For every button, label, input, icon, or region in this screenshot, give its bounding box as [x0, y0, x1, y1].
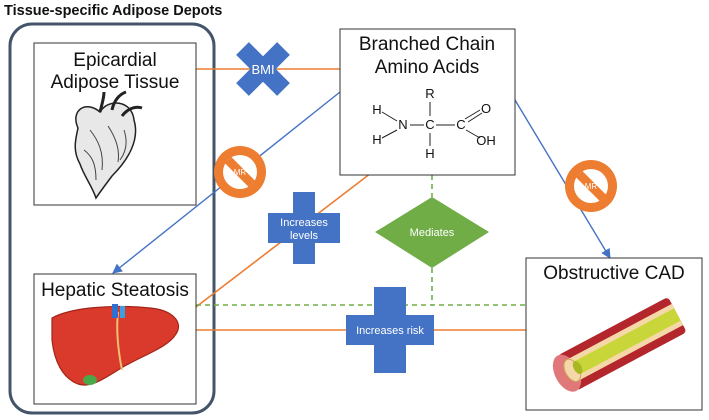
node-epicardial-label-line1: Epicardial [73, 50, 156, 71]
chem-h1: H [372, 102, 381, 117]
tissue-group-border [8, 22, 216, 415]
bmi-cross-badge: BMI [236, 42, 290, 96]
increases-levels-label-line1: Increases [280, 217, 328, 229]
mr-label-right: MR [585, 182, 598, 191]
increases-risk-plus-badge: Increases risk [346, 287, 434, 373]
chem-c2: C [456, 117, 465, 132]
chem-h3: H [425, 146, 434, 161]
node-hepatic-label: Hepatic Steatosis [41, 280, 189, 301]
mr-label-left: MR [234, 168, 247, 177]
node-epicardial: Epicardial Adipose Tissue [33, 42, 197, 206]
mediates-diamond-badge: Mediates [375, 197, 489, 268]
chem-oh: OH [476, 133, 496, 148]
node-bcaa-label-line2: Amino Acids [375, 57, 480, 78]
chem-r: R [425, 86, 434, 101]
node-cad: Obstructive CAD [525, 257, 703, 411]
node-hepatic: Hepatic Steatosis [33, 273, 197, 405]
chem-o: O [481, 101, 491, 116]
diagram-title: Tissue-specific Adipose Depots [4, 3, 222, 19]
increases-levels-plus-badge: Increases levels [268, 192, 340, 264]
increases-risk-label: Increases risk [356, 325, 424, 337]
node-cad-label: Obstructive CAD [543, 263, 684, 284]
node-bcaa-box [339, 28, 516, 176]
amino-acid-structure: R H N H C C O OH H [372, 86, 495, 161]
liver-icon [51, 304, 180, 386]
edge-bcaa-cad-arrow [514, 99, 611, 259]
chem-h2: H [372, 132, 381, 147]
mr-no-sign-left: MR [214, 146, 266, 198]
bmi-label: BMI [251, 62, 274, 77]
artery-icon [552, 298, 686, 392]
heart-icon [74, 90, 143, 200]
mediates-label: Mediates [410, 227, 455, 239]
chem-c1: C [425, 117, 434, 132]
node-epicardial-label-line2: Adipose Tissue [51, 72, 180, 93]
chem-n: N [398, 117, 407, 132]
increases-levels-label-line2: levels [290, 230, 319, 242]
node-bcaa: Branched Chain Amino Acids R H N H C C O… [339, 28, 516, 176]
node-bcaa-label-line1: Branched Chain [359, 34, 495, 55]
mr-no-sign-right: MR [565, 160, 617, 212]
